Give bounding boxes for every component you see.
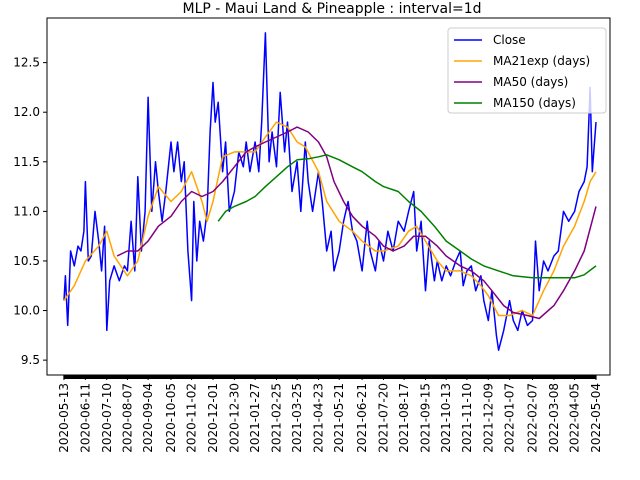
x-tick-label: 2022-04-05 [568,383,582,453]
x-tick-label: 2021-06-21 [355,383,369,453]
legend: Close MA21exp (days) MA50 (days) MA150 (day… [447,27,607,114]
x-minor-ticks [63,375,597,379]
x-tick-label: 2020-06-11 [78,383,92,453]
x-tick-label: 2020-08-07 [120,383,134,453]
legend-label: Close [493,33,526,47]
x-tick-label: 2021-09-15 [419,383,433,453]
y-tick-label: 12.5 [13,56,40,70]
x-axis: 2020-05-13 2020-06-11 2020-07-10 2020-08-07… [57,375,603,453]
x-tick-label: 2022-03-08 [547,383,561,453]
y-tick-label: 11.5 [13,155,40,169]
x-tick-label: 2020-12-01 [206,383,220,453]
x-tick-label: 2021-12-09 [481,383,495,453]
x-tick-label: 2021-10-13 [439,383,453,453]
plot-area [46,17,611,376]
series-line-ma150-days [217,154,597,279]
x-tick-label: 2021-05-21 [332,383,346,453]
series-layer [63,32,597,351]
x-tick-label: 2022-02-07 [526,383,540,453]
y-tick-label: 10.5 [13,254,40,268]
x-tick-label: 2021-04-23 [312,383,326,453]
x-tick-label: 2021-03-25 [290,383,304,453]
chart-title: MLP - Maui Land & Pineapple : interval=1… [183,1,482,17]
y-tick-label: 12.0 [13,105,40,119]
y-tick-label: 10.0 [13,304,40,318]
y-tick-label: 11.0 [13,204,40,218]
series-line-close [63,32,597,351]
y-tick-label: 9.5 [21,353,40,367]
x-tick-label: 2021-07-20 [377,383,391,453]
x-tick-label: 2022-05-04 [589,383,603,453]
x-tick-label: 2021-08-17 [397,383,411,453]
x-tick-label: 2022-01-07 [503,383,517,453]
x-tick-label: 2020-10-05 [164,383,178,453]
y-axis: 9.5 10.0 10.5 11.0 11.5 12.0 12.5 [13,56,47,367]
x-tick-label: 2020-12-30 [227,383,241,453]
x-tick-label: 2021-01-27 [248,383,262,453]
legend-box [447,27,607,114]
x-tick-label: 2020-05-13 [57,383,71,453]
legend-label: MA50 (days) [493,75,568,89]
x-tick-label: 2021-11-10 [460,383,474,453]
legend-label: MA21exp (days) [493,54,590,68]
series-line-ma50-days [116,126,597,320]
x-tick-label: 2020-09-04 [141,383,155,453]
x-tick-label: 2020-11-02 [185,383,199,453]
x-tick-label: 2020-07-10 [100,383,114,453]
legend-label: MA150 (days) [493,96,576,110]
x-tick-label: 2021-02-25 [270,383,284,453]
